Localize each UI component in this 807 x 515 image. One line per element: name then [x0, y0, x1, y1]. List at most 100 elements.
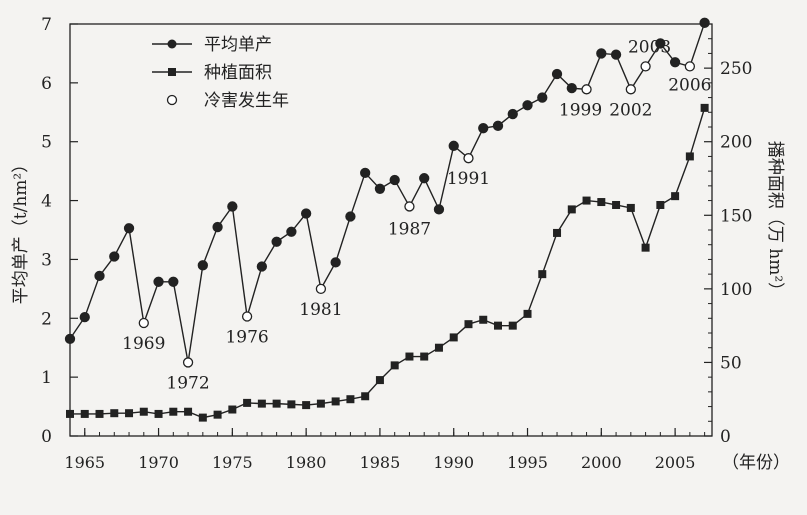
yield-point — [478, 123, 489, 134]
y-right-tick-label: 150 — [720, 206, 752, 226]
area-point — [302, 401, 311, 410]
legend-marker-square — [168, 68, 176, 76]
area-point — [449, 333, 458, 342]
yield-point — [537, 92, 548, 103]
area-point — [641, 243, 650, 252]
cold-damage-point — [581, 84, 592, 95]
y-axis-right-label: 播种面积（万 hm²） — [765, 141, 785, 299]
y-left-tick-label: 7 — [41, 15, 52, 35]
cold-year-label: 1972 — [166, 373, 209, 393]
y-left-tick-label: 3 — [41, 250, 52, 270]
yield-point — [360, 167, 371, 179]
y-axis-left-label: 平均单产（t/hm²） — [11, 156, 31, 304]
x-tick-label: 1985 — [360, 453, 401, 472]
cold-damage-point — [625, 84, 636, 95]
yield-point — [669, 57, 681, 68]
cold-damage-point — [182, 357, 194, 368]
yield-series-line — [69, 22, 706, 363]
cold-year-label: 2006 — [668, 75, 711, 95]
area-point — [375, 376, 384, 385]
cold-year-label: 1976 — [225, 328, 268, 348]
area-point — [464, 320, 473, 329]
cold-damage-point — [138, 317, 149, 329]
x-tick-label: 1975 — [212, 453, 253, 472]
yield-point — [374, 183, 386, 194]
cold-year-label: 1991 — [447, 169, 490, 189]
cold-damage-point — [241, 311, 253, 322]
legend-label: 冷害发生年 — [204, 91, 289, 111]
area-point — [567, 205, 576, 214]
cold-year-label: 1987 — [388, 219, 431, 239]
yield-point — [64, 333, 76, 345]
yield-point — [610, 49, 622, 60]
area-point — [169, 407, 178, 416]
yield-point — [286, 226, 297, 237]
yield-point — [168, 276, 179, 287]
yield-point — [389, 174, 400, 186]
area-point — [287, 400, 296, 409]
planting-area-series — [66, 103, 709, 422]
yield-point — [566, 83, 577, 94]
legend-label: 种植面积 — [204, 63, 272, 83]
area-point — [125, 409, 134, 418]
area-point — [700, 103, 709, 112]
area-point — [184, 407, 193, 416]
yield-point — [419, 173, 430, 184]
area-point — [405, 352, 414, 361]
area-point — [656, 200, 665, 209]
cold-year-label: 1969 — [122, 334, 165, 354]
cold-year-label: 2003 — [628, 37, 671, 57]
y-left-tick-label: 6 — [41, 74, 52, 94]
y-right-tick-label: 100 — [720, 280, 752, 300]
area-point — [331, 397, 340, 406]
area-point — [553, 228, 562, 237]
area-point — [361, 392, 370, 401]
cold-damage-point — [463, 153, 474, 164]
cold-damage-point — [315, 283, 327, 295]
average-yield-series — [64, 17, 710, 368]
x-axis-label: （年份） — [722, 453, 790, 473]
area-point — [494, 321, 502, 330]
area-series-line — [70, 107, 706, 419]
y-right-tick-label: 50 — [720, 353, 742, 373]
yield-point — [79, 311, 90, 323]
x-tick-label: 1995 — [507, 453, 548, 472]
area-point — [538, 270, 547, 279]
area-point — [213, 410, 222, 419]
area-point — [228, 405, 237, 414]
y-right-tick-label: 200 — [720, 133, 752, 153]
cold-year-label: 1981 — [299, 300, 342, 320]
area-point — [420, 352, 429, 361]
area-point — [198, 413, 207, 422]
yield-point — [123, 223, 135, 234]
area-point — [479, 315, 488, 324]
yield-point — [492, 120, 504, 131]
area-point — [272, 399, 281, 408]
area-point — [243, 398, 252, 407]
y-left-tick-label: 4 — [41, 192, 52, 212]
cold-year-label: 1999 — [559, 100, 602, 120]
y-left-tick-label: 1 — [41, 368, 52, 388]
yield-point — [256, 261, 268, 272]
yield-point — [212, 221, 223, 233]
yield-point — [109, 251, 120, 262]
axes: 1965 1970 1975 1980 1985 1990 1995 2000 20050123… — [41, 15, 752, 472]
cold-damage-point — [684, 61, 696, 72]
yield-point — [655, 38, 666, 49]
area-point — [671, 192, 680, 201]
legend-marker-open-circle — [166, 94, 178, 106]
cold-year-label: 2002 — [609, 100, 652, 120]
cold-damage-point — [640, 61, 651, 72]
area-point — [434, 343, 443, 352]
y-left-tick-label: 5 — [41, 133, 52, 153]
yield-point — [596, 48, 607, 59]
x-tick-label: 1990 — [433, 453, 474, 472]
area-point — [80, 409, 89, 418]
yield-point — [153, 276, 164, 287]
cold-damage-point — [404, 201, 415, 212]
area-point — [110, 409, 119, 418]
x-tick-label: 1980 — [286, 453, 327, 472]
